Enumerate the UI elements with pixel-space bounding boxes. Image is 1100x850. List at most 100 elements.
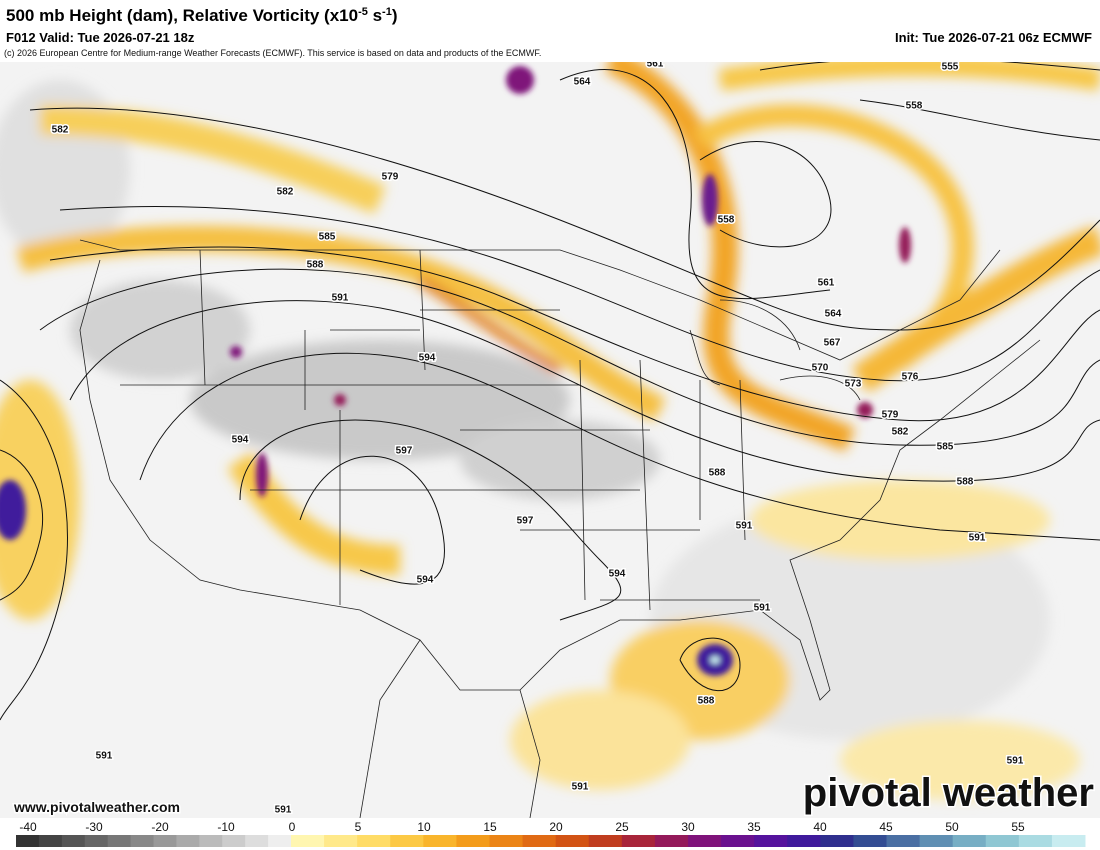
vorticity-max bbox=[230, 346, 242, 358]
colorbar-cell bbox=[107, 835, 132, 847]
colorbar-tick-label: 10 bbox=[417, 820, 431, 834]
colorbar-tick-label: 45 bbox=[879, 820, 893, 834]
logo: pivotal weather bbox=[803, 771, 1094, 815]
colorbar-cell bbox=[985, 835, 1020, 847]
contour-line bbox=[139, 352, 1100, 541]
contour-line bbox=[679, 637, 741, 692]
contour-line bbox=[0, 379, 68, 721]
colorbar-cell bbox=[522, 835, 557, 847]
contour-labels: 582 579 582 585 588 591 594 594 597 597 594 594 591 5… bbox=[50, 62, 1025, 817]
contour-label: 585 bbox=[319, 232, 336, 243]
contour-label: 597 bbox=[396, 446, 413, 457]
contour-label: 570 bbox=[812, 363, 829, 374]
contour-label: 591 bbox=[275, 805, 292, 816]
contour-line bbox=[859, 99, 1100, 141]
map: 582 579 582 585 588 591 594 594 597 597 594 594 591 5… bbox=[0, 62, 1100, 818]
colorbar-cell bbox=[654, 835, 689, 847]
contour-label: 594 bbox=[419, 353, 436, 364]
contour-label: 564 bbox=[825, 309, 842, 320]
colorbar-cell bbox=[952, 835, 987, 847]
contour-line bbox=[69, 300, 1100, 482]
title: 500 mb Height (dam), Relative Vorticity … bbox=[6, 6, 398, 25]
vorticity-max bbox=[0, 480, 26, 540]
contour-line bbox=[699, 141, 832, 248]
contour-label: 582 bbox=[892, 427, 909, 438]
contour-line bbox=[59, 206, 1100, 382]
contour-label: 564 bbox=[574, 77, 591, 88]
vorticity-max bbox=[899, 227, 911, 263]
country-border bbox=[79, 239, 1001, 361]
colorbar-cell bbox=[423, 835, 457, 847]
credit: (c) 2026 European Centre for Medium-rang… bbox=[4, 48, 541, 58]
borders bbox=[79, 239, 1041, 818]
contour-label: 588 bbox=[957, 477, 974, 488]
contour-label: 594 bbox=[609, 569, 626, 580]
colorbar-tick-label: 25 bbox=[615, 820, 629, 834]
website: www.pivotalweather.com bbox=[13, 799, 180, 815]
contour-label: 591 bbox=[332, 293, 349, 304]
vorticity-area bbox=[70, 280, 250, 380]
colorbar-cell bbox=[1018, 835, 1053, 847]
contour-label: 573 bbox=[845, 379, 862, 390]
vorticity-area bbox=[0, 380, 80, 620]
colorbar-cell bbox=[153, 835, 177, 847]
contour-label: 594 bbox=[417, 575, 434, 586]
colorbar-cell bbox=[1051, 835, 1086, 847]
colorbar-cell bbox=[754, 835, 788, 847]
contour-label: 588 bbox=[307, 260, 324, 271]
colorbar-tick-label: 50 bbox=[945, 820, 959, 834]
contour-label: 591 bbox=[969, 533, 986, 544]
contour-label: 579 bbox=[882, 410, 899, 421]
colorbar-cell bbox=[555, 835, 590, 847]
vorticity-area bbox=[510, 690, 690, 790]
contour-label: 588 bbox=[709, 468, 726, 479]
vorticity-band bbox=[39, 105, 386, 214]
contour-label: 591 bbox=[572, 782, 589, 793]
colorbar-tick-label: -10 bbox=[217, 820, 235, 834]
title-exponent: -5 bbox=[358, 6, 368, 18]
coastline bbox=[79, 259, 1041, 701]
vorticity-area bbox=[840, 720, 1080, 800]
colorbar-cell bbox=[688, 835, 722, 847]
country-border bbox=[359, 639, 421, 818]
contour-label: 594 bbox=[232, 435, 249, 446]
colorbar-cell bbox=[199, 835, 223, 847]
colorbar-tick-label: 5 bbox=[355, 820, 362, 834]
contour-line bbox=[299, 455, 445, 585]
contour-label: 579 bbox=[382, 172, 399, 183]
vorticity-band bbox=[693, 104, 974, 369]
colorbar-tick-label: 0 bbox=[289, 820, 296, 834]
colorbar-tick-label: 40 bbox=[813, 820, 827, 834]
contour-label: 591 bbox=[1007, 756, 1024, 767]
coastline bbox=[519, 689, 541, 818]
contour-label: 591 bbox=[736, 521, 753, 532]
contour-label: 576 bbox=[902, 372, 919, 383]
colorbar-cell bbox=[61, 835, 86, 847]
contour-label: 582 bbox=[277, 187, 294, 198]
colorbar-cell bbox=[291, 835, 325, 847]
vorticity-max bbox=[702, 174, 718, 226]
colorbar-cell bbox=[357, 835, 391, 847]
colorbar-tick-label: 20 bbox=[549, 820, 563, 834]
vorticity-max bbox=[506, 66, 534, 94]
contour-label: 582 bbox=[52, 125, 69, 136]
init-time: Init: Tue 2026-07-21 06z ECMWF bbox=[895, 30, 1092, 45]
contour-label: 588 bbox=[698, 696, 715, 707]
title-close: ) bbox=[392, 6, 398, 25]
colorbar-tick-label: 35 bbox=[747, 820, 761, 834]
vorticity-max bbox=[256, 453, 268, 497]
vorticity-band bbox=[851, 225, 1100, 393]
contour-label: 591 bbox=[754, 603, 771, 614]
contour-label: 591 bbox=[96, 751, 113, 762]
colorbar-tick-label: -40 bbox=[19, 820, 37, 834]
vorticity-band bbox=[227, 451, 401, 575]
colorbar-cell bbox=[245, 835, 269, 847]
colorbar-cell bbox=[222, 835, 246, 847]
vorticity-max bbox=[710, 656, 720, 664]
colorbar-tick-label: -20 bbox=[151, 820, 169, 834]
colorbar-cell bbox=[787, 835, 821, 847]
contour-label: 561 bbox=[818, 278, 835, 289]
colorbar-cell bbox=[489, 835, 524, 847]
colorbar-tick-label: 30 bbox=[681, 820, 695, 834]
contour-line bbox=[49, 246, 1100, 422]
